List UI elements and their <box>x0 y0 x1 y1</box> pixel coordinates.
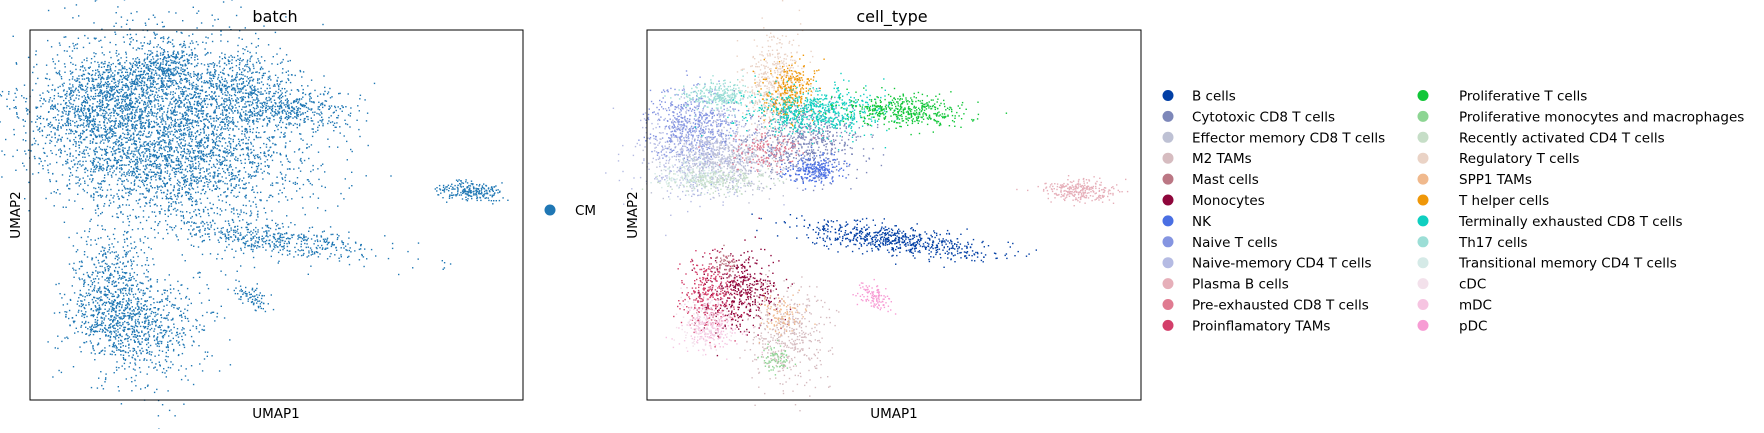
legend-marker-proliferative-t-cells <box>1418 90 1429 101</box>
cell-type-y-axis-label: UMAP2 <box>625 191 641 239</box>
legend-label-m2-tams: M2 TAMs <box>1192 151 1252 167</box>
batch-point-cloud-2 <box>14 15 419 275</box>
legend-marker-proliferative-monocytes-and-macrophages <box>1418 111 1429 122</box>
batch-point-cloud-8 <box>435 179 509 204</box>
batch-point-cloud-13 <box>55 257 182 360</box>
legend-marker-transitional-memory-cd4-t-cells <box>1418 257 1429 268</box>
legend-marker-t-helper-cells <box>1418 195 1429 206</box>
legend-marker-recently-activated-cd4-t-cells <box>1418 132 1429 143</box>
scatter-cloud-plasma-b-cells <box>1016 175 1128 206</box>
scatter-cloud-m2-tams <box>739 270 839 411</box>
legend-label-effector-memory-cd8-t-cells: Effector memory CD8 T cells <box>1192 130 1385 146</box>
batch-scatter-points <box>0 0 509 429</box>
legend-label-pdc: pDC <box>1459 318 1487 334</box>
legend-label-monocytes: Monocytes <box>1192 193 1265 209</box>
legend-marker-plasma-b-cells <box>1163 278 1174 289</box>
legend-label-cm: CM <box>575 203 596 219</box>
scatter-cloud-b-cells <box>751 214 1037 269</box>
legend-marker-cm <box>545 205 556 216</box>
batch-point-cloud-10 <box>227 280 274 313</box>
batch-legend: CM <box>545 203 597 219</box>
legend-label-proliferative-t-cells: Proliferative T cells <box>1459 89 1587 105</box>
legend-marker-spp1-tams <box>1418 174 1429 185</box>
legend-marker-pre-exhausted-cd8-t-cells <box>1163 299 1174 310</box>
batch-panel-title: batch <box>252 7 297 26</box>
legend-marker-regulatory-t-cells <box>1418 153 1429 164</box>
legend-label-mdc: mDC <box>1459 298 1492 314</box>
legend-label-mast-cells: Mast cells <box>1192 172 1259 188</box>
legend-marker-naive-memory-cd4-t-cells <box>1163 257 1174 268</box>
batch-panel: batch UMAP1 UMAP2 CM <box>0 0 596 429</box>
scatter-cloud-mdc <box>666 298 763 360</box>
batch-point-cloud-9 <box>127 209 451 275</box>
batch-point-cloud-11 <box>47 175 181 380</box>
legend-marker-terminally-exhausted-cd8-t-cells <box>1418 215 1429 226</box>
legend-label-proinflamatory-tams: Proinflamatory TAMs <box>1192 318 1330 334</box>
legend-marker-m2-tams <box>1163 153 1174 164</box>
batch-point-cloud-5 <box>120 26 199 105</box>
legend-label-pre-exhausted-cd8-t-cells: Pre-exhausted CD8 T cells <box>1192 298 1369 314</box>
cell-type-scatter-points <box>605 0 1128 411</box>
legend-marker-cytotoxic-cd8-t-cells <box>1163 111 1174 122</box>
legend-marker-monocytes <box>1163 195 1174 206</box>
legend-label-cdc: cDC <box>1459 277 1486 293</box>
legend-label-transitional-memory-cd4-t-cells: Transitional memory CD4 T cells <box>1458 256 1677 272</box>
legend-label-nk: NK <box>1192 214 1212 230</box>
legend-marker-th17-cells <box>1418 236 1429 247</box>
legend-label-recently-activated-cd4-t-cells: Recently activated CD4 T cells <box>1459 130 1665 146</box>
legend-label-th17-cells: Th17 cells <box>1458 235 1528 251</box>
cell-type-x-axis-label: UMAP1 <box>870 406 918 422</box>
batch-point-cloud-12 <box>54 228 238 429</box>
legend-marker-mdc <box>1418 299 1429 310</box>
legend-label-terminally-exhausted-cd8-t-cells: Terminally exhausted CD8 T cells <box>1458 214 1683 230</box>
legend-label-proliferative-monocytes-and-macrophages: Proliferative monocytes and macrophages <box>1459 109 1744 125</box>
legend-label-t-helper-cells: T helper cells <box>1458 193 1549 209</box>
legend-marker-proinflamatory-tams <box>1163 320 1174 331</box>
cell-type-panel-title: cell_type <box>856 7 927 27</box>
legend-marker-pdc <box>1418 320 1429 331</box>
cell-type-legend: B cells Cytotoxic CD8 T cells Effector mem… <box>1163 89 1745 335</box>
legend-marker-b-cells <box>1163 90 1174 101</box>
legend-marker-cdc <box>1418 278 1429 289</box>
scatter-cloud-monocytes <box>692 218 793 357</box>
legend-marker-naive-t-cells <box>1163 236 1174 247</box>
legend-marker-mast-cells <box>1163 174 1174 185</box>
batch-x-axis-label: UMAP1 <box>252 406 300 422</box>
legend-label-naive-memory-cd4-t-cells: Naive-memory CD4 T cells <box>1192 256 1372 272</box>
batch-y-axis-label: UMAP2 <box>8 191 24 239</box>
legend-label-regulatory-t-cells: Regulatory T cells <box>1459 151 1579 167</box>
legend-label-cytotoxic-cd8-t-cells: Cytotoxic CD8 T cells <box>1192 109 1335 125</box>
legend-label-naive-t-cells: Naive T cells <box>1192 235 1278 251</box>
legend-label-spp1-tams: SPP1 TAMs <box>1459 172 1532 188</box>
scatter-cloud-pdc <box>852 279 896 315</box>
legend-marker-nk <box>1163 215 1174 226</box>
cell-type-panel: cell_type UMAP1 UMAP2 B cells Cytotoxic C… <box>605 0 1744 422</box>
legend-label-plasma-b-cells: Plasma B cells <box>1192 277 1289 293</box>
legend-label-b-cells: B cells <box>1192 89 1236 105</box>
legend-marker-effector-memory-cd8-t-cells <box>1163 132 1174 143</box>
